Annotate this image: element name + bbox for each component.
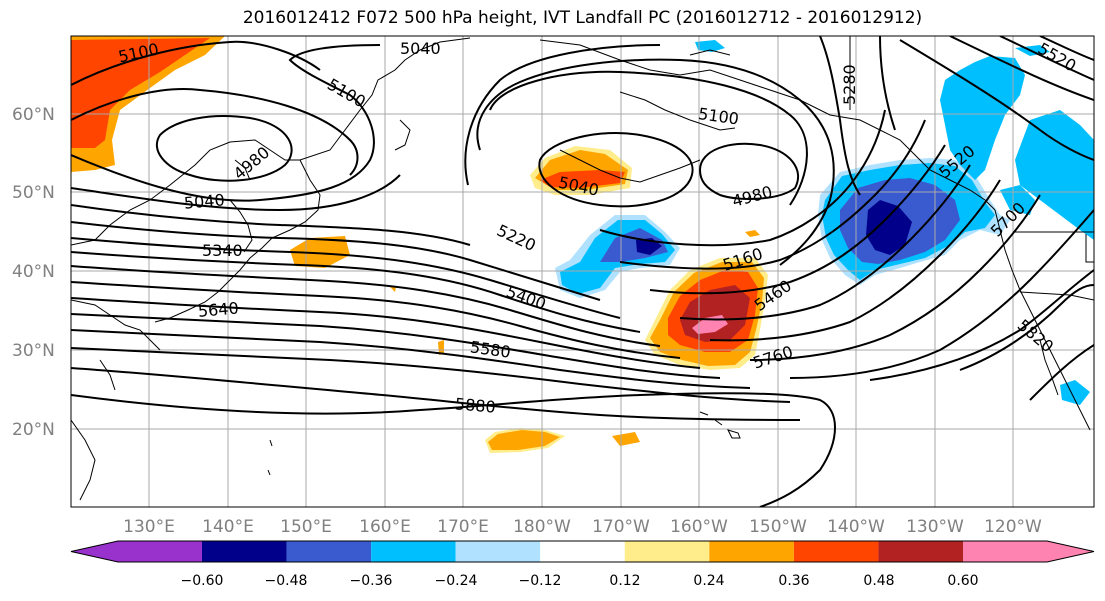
colorbar-segment xyxy=(709,541,794,562)
map-frame xyxy=(70,35,1095,508)
colorbar-tick-label: 0.12 xyxy=(609,573,640,589)
colorbar-tick-label: −0.24 xyxy=(435,573,478,589)
shade-orange-south2 xyxy=(612,432,640,446)
colorbar-segment xyxy=(286,541,372,562)
colorbar-tick-label: 0.48 xyxy=(863,573,894,589)
ivt-shading xyxy=(71,36,1094,453)
lat-label: 40°N xyxy=(12,262,55,282)
colorbar-labels: −0.60 −0.48 −0.36 −0.24 −0.12 0.12 0.24 … xyxy=(181,573,979,589)
colorbar xyxy=(70,540,1095,563)
contour-label: 5880 xyxy=(454,394,496,416)
lat-label: 30°N xyxy=(12,341,55,361)
contour-label: 5040 xyxy=(400,39,441,58)
colorbar-segment xyxy=(963,541,1094,562)
colorbar-tick-label: −0.48 xyxy=(265,573,308,589)
contour-label: 5040 xyxy=(183,190,225,212)
contour-label: 5280 xyxy=(840,64,859,105)
map-area: 5100 5040 5100 4980 5040 5340 5640 5220 … xyxy=(71,36,1094,507)
lat-label: 20°N xyxy=(12,420,55,440)
colorbar-segment xyxy=(624,541,710,562)
colorbar-outline xyxy=(70,540,1095,563)
lat-label: 60°N xyxy=(12,105,55,125)
lon-label: 150°E xyxy=(280,517,332,537)
shade-red-nw xyxy=(71,38,210,148)
shade-orange-japan xyxy=(290,236,350,268)
lon-label: 170°E xyxy=(437,517,489,537)
lon-label: 180°W xyxy=(513,517,571,537)
map-title: 2016012412 F072 500 hPa height, IVT Land… xyxy=(242,8,923,28)
colorbar-segment xyxy=(455,541,541,562)
lon-label: 140°E xyxy=(202,517,254,537)
colorbar-segment xyxy=(793,541,879,562)
colorbar-segment xyxy=(71,541,202,562)
contour-label: 5340 xyxy=(202,241,243,260)
colorbar-segment xyxy=(202,541,287,562)
colorbar-segment xyxy=(878,541,963,562)
colorbar-segment xyxy=(540,541,625,562)
colorbar-tick-label: −0.12 xyxy=(519,573,562,589)
coastlines xyxy=(71,36,1094,501)
lon-label: 160°E xyxy=(359,517,411,537)
colorbar-tick-label: 0.24 xyxy=(693,573,724,589)
lon-label: 120°W xyxy=(984,517,1042,537)
lon-label: 160°W xyxy=(670,517,728,537)
lon-label: 150°W xyxy=(749,517,807,537)
colorbar-segment xyxy=(371,541,456,562)
lat-label: 50°N xyxy=(12,183,55,203)
latitude-labels: 60°N 50°N 40°N 30°N 20°N xyxy=(12,105,55,440)
lon-label: 130°W xyxy=(906,517,964,537)
lon-label: 130°E xyxy=(123,517,175,537)
lon-label: 140°W xyxy=(827,517,885,537)
colorbar-tick-label: 0.60 xyxy=(947,573,978,589)
longitude-labels: 130°E 140°E 150°E 160°E 170°E 180°W 170°… xyxy=(123,517,1042,537)
colorbar-tick-label: −0.36 xyxy=(350,573,393,589)
lon-label: 170°W xyxy=(592,517,650,537)
height-contours xyxy=(71,36,1094,507)
colorbar-tick-label: −0.60 xyxy=(181,573,224,589)
contour-label: 5640 xyxy=(197,298,239,320)
colorbar-tick-label: 0.36 xyxy=(778,573,809,589)
